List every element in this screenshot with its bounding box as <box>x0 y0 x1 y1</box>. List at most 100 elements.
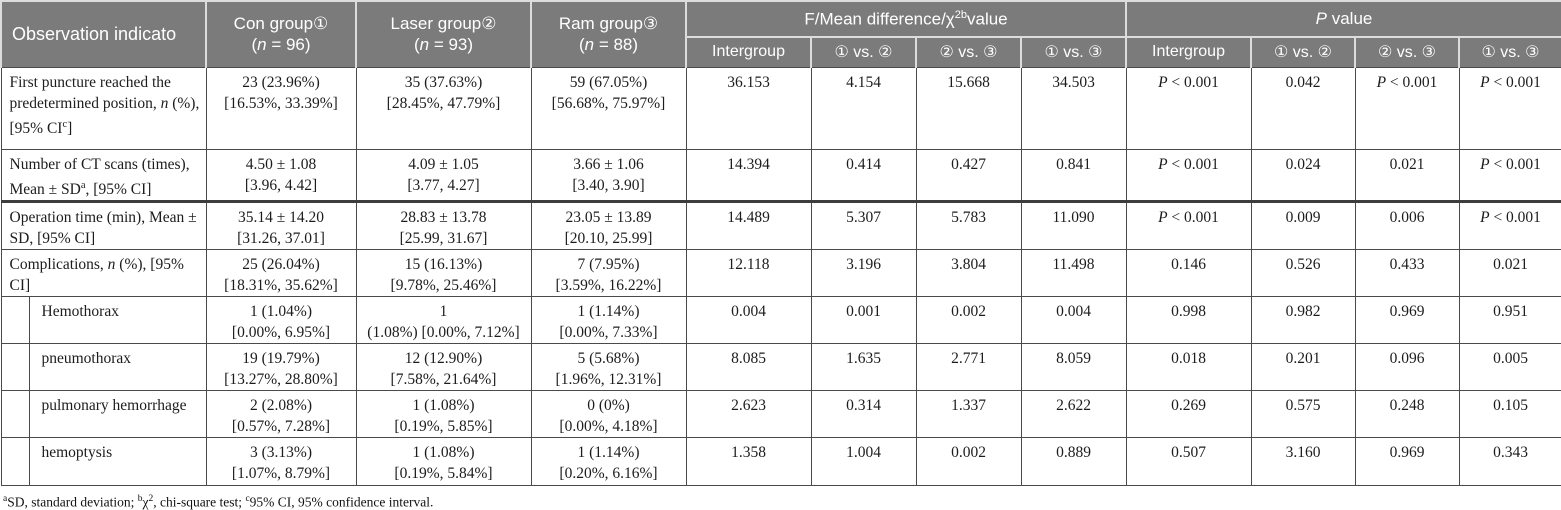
f-statistic-cell-1: 36.153 <box>685 66 812 150</box>
value-line: 23.05 ± 13.89 <box>565 208 652 226</box>
table-row: Complications, n (%), [95% CI] 25 (26.04%… <box>0 248 1561 297</box>
group-1-value-cell: 35.14 ± 14.20 [31.26, 37.01] <box>205 199 357 250</box>
value-line: [16.53%, 33.39%] <box>224 94 338 112</box>
p-value-cell-3: P < 0.001 <box>1354 66 1460 150</box>
value-line: 1 (1.08%) <box>412 396 475 414</box>
f-statistic-cell-4: 0.841 <box>1020 148 1127 202</box>
p-value-cell-1: P < 0.001 <box>1125 148 1252 202</box>
value-line: 12 (12.90%) <box>404 349 483 367</box>
f-statistic-cell-2: 1.635 <box>810 342 917 391</box>
p-value-cell-3: 0.021 <box>1354 148 1460 202</box>
row-label: pulmonary hemorrhage <box>0 389 207 438</box>
table-row: hemoptysis 3 (3.13%) [1.07%, 8.79%] 1 (1.08… <box>0 436 1561 486</box>
value-line: [0.00%, 4.18%] <box>559 417 658 435</box>
group-1-value-cell: 3 (3.13%) [1.07%, 8.79%] <box>205 436 357 486</box>
table-row: Number of CT scans (times), Mean ± SDa, … <box>0 148 1561 202</box>
p-value-cell-3: 0.248 <box>1354 389 1460 438</box>
table-row: First puncture reached the predetermined… <box>0 66 1561 150</box>
p-value-cell-2: 0.024 <box>1250 148 1356 202</box>
table-row: Operation time (min), Mean ± SD, [95% CI… <box>0 199 1561 250</box>
col-header-observation: Observation indicato <box>0 0 207 67</box>
value-line: [3.40, 3.90] <box>572 176 645 194</box>
value-line: 1 <box>439 302 448 320</box>
group-2-value-cell: 12 (12.90%) [7.58%, 21.64%] <box>355 342 532 391</box>
col-header-f-section: F/Mean difference/χ2bvalue <box>685 0 1127 38</box>
f-statistic-cell-2: 1.004 <box>810 436 917 486</box>
group-title: Laser group② <box>390 14 497 34</box>
group-3-value-cell: 5 (5.68%) [1.96%, 12.31%] <box>530 342 687 391</box>
value-line: 23 (23.96%) <box>242 73 320 91</box>
group-sample-size: (n = 96) <box>251 35 311 55</box>
p-value-cell-4: 0.005 <box>1458 342 1561 391</box>
group-2-value-cell: 1 (1.08%) [0.19%, 5.85%] <box>355 389 532 438</box>
f-statistic-cell-3: 0.002 <box>915 295 1022 344</box>
p-value-cell-2: 0.042 <box>1250 66 1356 150</box>
f-statistic-cell-2: 4.154 <box>810 66 917 150</box>
col-header-group-2: Laser group② (n = 93) <box>355 0 532 67</box>
row-label: Hemothorax <box>0 295 207 344</box>
value-line: [1.07%, 8.79%] <box>231 464 331 482</box>
value-line: 28.83 ± 13.78 <box>400 208 487 226</box>
value-line: [3.59%, 16.22%] <box>555 276 662 294</box>
f-statistic-cell-1: 2.623 <box>685 389 812 438</box>
f-statistic-cell-3: 2.771 <box>915 342 1022 391</box>
col-header-group-1: Con group① (n = 96) <box>205 0 357 67</box>
p-value-cell-3: 0.969 <box>1354 295 1460 344</box>
row-label: pneumothorax <box>0 342 207 391</box>
value-line: 19 (19.79%) <box>242 349 320 367</box>
group-2-value-cell: 15 (16.13%) [9.78%, 25.46%] <box>355 248 532 297</box>
p-value-cell-3: 0.096 <box>1354 342 1460 391</box>
group-3-value-cell: 3.66 ± 1.06 [3.40, 3.90] <box>530 148 687 202</box>
p-value-cell-1: 0.146 <box>1125 248 1252 297</box>
group-2-value-cell: 35 (37.63%) [28.45%, 47.79%] <box>355 66 532 150</box>
p-value-cell-1: P < 0.001 <box>1125 66 1252 150</box>
row-label: Operation time (min), Mean ± SD, [95% CI… <box>0 199 207 250</box>
value-line: 4.09 ± 1.05 <box>408 155 479 173</box>
table-row: pulmonary hemorrhage 2 (2.08%) [0.57%, 7.2… <box>0 389 1561 438</box>
group-title: Ram group③ <box>558 14 659 34</box>
group-3-value-cell: 7 (7.95%) [3.59%, 16.22%] <box>530 248 687 297</box>
value-line: [0.57%, 7.28%] <box>231 417 331 435</box>
f-statistic-cell-3: 3.804 <box>915 248 1022 297</box>
f-statistic-cell-1: 14.394 <box>685 148 812 202</box>
f-statistic-cell-4: 0.889 <box>1020 436 1127 486</box>
value-line: (1.08%) [0.00%, 7.12%] <box>367 323 520 341</box>
value-line: [18.31%, 35.62%] <box>224 276 338 294</box>
f-statistic-cell-1: 14.489 <box>685 199 812 250</box>
p-value-cell-3: 0.006 <box>1354 199 1460 250</box>
p-value-cell-4: 0.343 <box>1458 436 1561 486</box>
f-statistic-cell-1: 12.118 <box>685 248 812 297</box>
value-line: [3.96, 4.42] <box>244 176 318 194</box>
f-statistic-cell-3: 0.002 <box>915 436 1022 486</box>
p-value-cell-1: 0.018 <box>1125 342 1252 391</box>
results-table: Observation indicato Con group① (n = 96) L… <box>0 0 1561 486</box>
p-value-cell-2: 0.982 <box>1250 295 1356 344</box>
group-2-value-cell: 1 (1.08%) [0.00%, 7.12%] <box>355 295 532 344</box>
value-line: 4.50 ± 1.08 <box>245 155 317 173</box>
value-line: [1.96%, 12.31%] <box>555 370 662 388</box>
table-header: Observation indicato Con group① (n = 96) L… <box>0 0 1561 67</box>
subcol-header-p-4: ① vs. ③ <box>1457 36 1561 67</box>
f-statistic-cell-1: 0.004 <box>685 295 812 344</box>
f-statistic-cell-4: 34.503 <box>1020 66 1127 150</box>
value-line: [0.19%, 5.85%] <box>394 417 493 435</box>
group-1-value-cell: 19 (19.79%) [13.27%, 28.80%] <box>205 342 357 391</box>
value-line: 3.66 ± 1.06 <box>573 155 644 173</box>
row-label: hemoptysis <box>0 436 207 486</box>
p-value-cell-1: 0.269 <box>1125 389 1252 438</box>
f-statistic-cell-3: 1.337 <box>915 389 1022 438</box>
f-statistic-cell-4: 8.059 <box>1020 342 1127 391</box>
group-3-value-cell: 23.05 ± 13.89 [20.10, 25.99] <box>530 199 687 250</box>
header-row-sections: Observation indicato Con group① (n = 96) L… <box>0 0 1561 67</box>
row-label: Complications, n (%), [95% CI] <box>0 248 207 297</box>
p-value-cell-1: 0.507 <box>1125 436 1252 486</box>
f-statistic-cell-2: 0.001 <box>810 295 917 344</box>
p-value-cell-1: 0.998 <box>1125 295 1252 344</box>
value-line: [20.10, 25.99] <box>564 229 653 247</box>
value-line: [25.99, 31.67] <box>399 229 488 247</box>
value-line: [31.26, 37.01] <box>237 229 325 247</box>
p-value-cell-2: 0.009 <box>1250 199 1356 250</box>
p-value-cell-2: 0.526 <box>1250 248 1356 297</box>
value-line: 15 (16.13%) <box>404 255 483 273</box>
